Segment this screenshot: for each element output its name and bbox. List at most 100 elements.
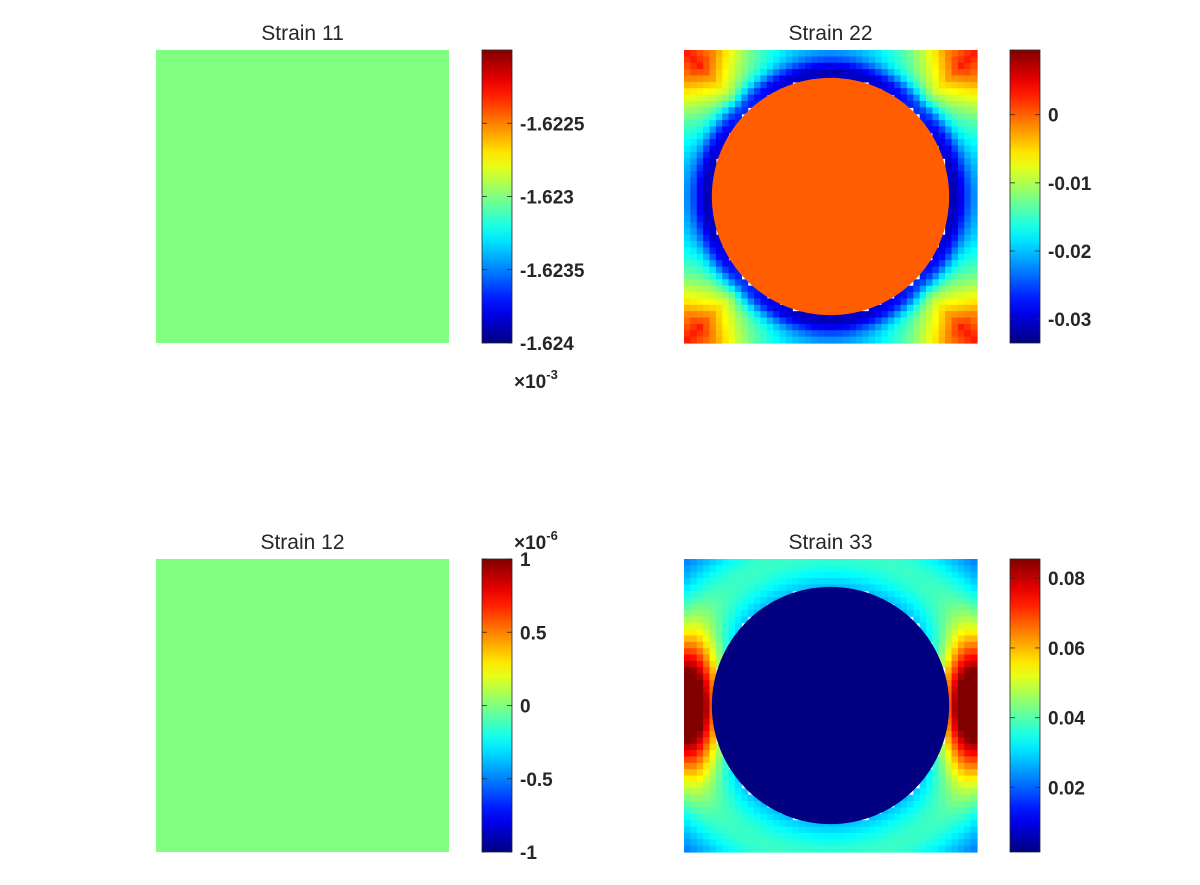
heatmap-cell [703,253,711,261]
heatmap-cell [684,597,691,605]
heatmap-cell [932,826,940,834]
heatmap-cell [957,336,965,344]
heatmap-cell [696,680,704,687]
heatmap-cell [747,336,755,344]
heatmap-cell [156,559,449,852]
heatmap-cell [709,590,717,598]
heatmap-cell [715,234,723,242]
heatmap-cell [703,622,711,630]
colorbar-tick-label: 0.02 [1048,778,1085,799]
heatmap-cell [951,113,959,121]
heatmap-cell [957,221,965,229]
heatmap-cell [760,298,768,306]
heatmap-cell [785,50,793,57]
colorbar-tick-label: 1 [520,550,531,571]
heatmap-cell [970,718,978,726]
heatmap-cell [875,813,883,821]
heatmap-cell [938,762,946,770]
heatmap-cell [849,311,857,319]
heatmap-cell [951,177,959,185]
heatmap-cell [887,317,895,325]
heatmap-cell [932,113,940,121]
heatmap-cell [964,126,972,134]
heatmap-cell [875,820,883,828]
heatmap-cell [951,145,959,153]
heatmap-cell [913,336,921,344]
heatmap-cell [836,50,844,57]
heatmap-cell [741,56,749,64]
heatmap-cell [684,832,691,840]
heatmap-cell [951,845,959,853]
heatmap-cell [722,126,730,134]
heatmap-cell [849,565,857,573]
heatmap-cell [696,629,704,637]
heatmap-cell [862,832,870,840]
heatmap-cell [715,145,723,153]
heatmap-cell [945,635,953,643]
heatmap-cell [919,285,927,293]
heatmap-cell [849,559,857,566]
heatmap-cell [805,56,812,64]
heatmap-cell [709,317,717,325]
heatmap-cell [709,107,717,115]
heatmap-cell [785,565,793,573]
heatmap-cell [690,107,698,115]
heatmap [684,559,978,853]
heatmap-cell [728,94,736,102]
heatmap-cell [951,158,959,166]
heatmap-cell [957,323,965,331]
heatmap-cell [964,311,972,319]
heatmap-cell [722,253,730,261]
heatmap-cell [684,330,691,338]
heatmap-cell [938,75,946,83]
heatmap-cell [970,145,978,153]
heatmap-cell [715,304,723,312]
heatmap-cell [734,81,742,89]
heatmap [684,50,978,344]
heatmap-cell [703,807,711,815]
heatmap-cell [690,660,698,668]
heatmap-cell [728,260,736,268]
heatmap-cell [728,584,736,592]
heatmap-cell [957,762,965,770]
heatmap-cell [684,139,691,147]
heatmap-cell [696,336,704,344]
heatmap-cell [773,336,781,344]
heatmap-cell [881,336,889,344]
heatmap-cell [785,571,793,579]
heatmap-cell [932,120,940,128]
heatmap-cell [881,565,889,573]
heatmap-cell [887,323,895,331]
heatmap-cell [709,667,717,675]
heatmap-cell [881,839,889,847]
heatmap-cell [709,673,717,681]
heatmap-cell [957,775,965,783]
heatmap-cell [696,285,704,293]
heatmap-cell [951,775,959,783]
heatmap-cell [843,311,851,319]
heatmap-cell [779,62,787,70]
heatmap-cell [684,298,691,306]
heatmap-cell [766,559,774,566]
heatmap-cell [690,145,698,153]
heatmap-cell [715,94,723,102]
heatmap-cell [728,69,736,77]
heatmap-cell [945,667,953,675]
heatmap-cell [951,680,959,687]
heatmap-cell [932,75,940,83]
heatmap-cell [709,801,717,809]
heatmap-cell [951,692,959,700]
heatmap-cell [779,565,787,573]
heatmap-cell [913,298,921,306]
heatmap-cell [964,565,972,573]
heatmap-cell [945,756,953,764]
heatmap-cell [696,311,704,319]
heatmap-cell [957,730,965,738]
heatmap-cell [913,801,921,809]
heatmap-cell [926,100,934,108]
heatmap-cell [862,62,870,70]
heatmap-cell [690,221,698,229]
heatmap-cell [932,298,940,306]
heatmap-cell [824,578,832,586]
heatmap-cell [957,292,965,300]
